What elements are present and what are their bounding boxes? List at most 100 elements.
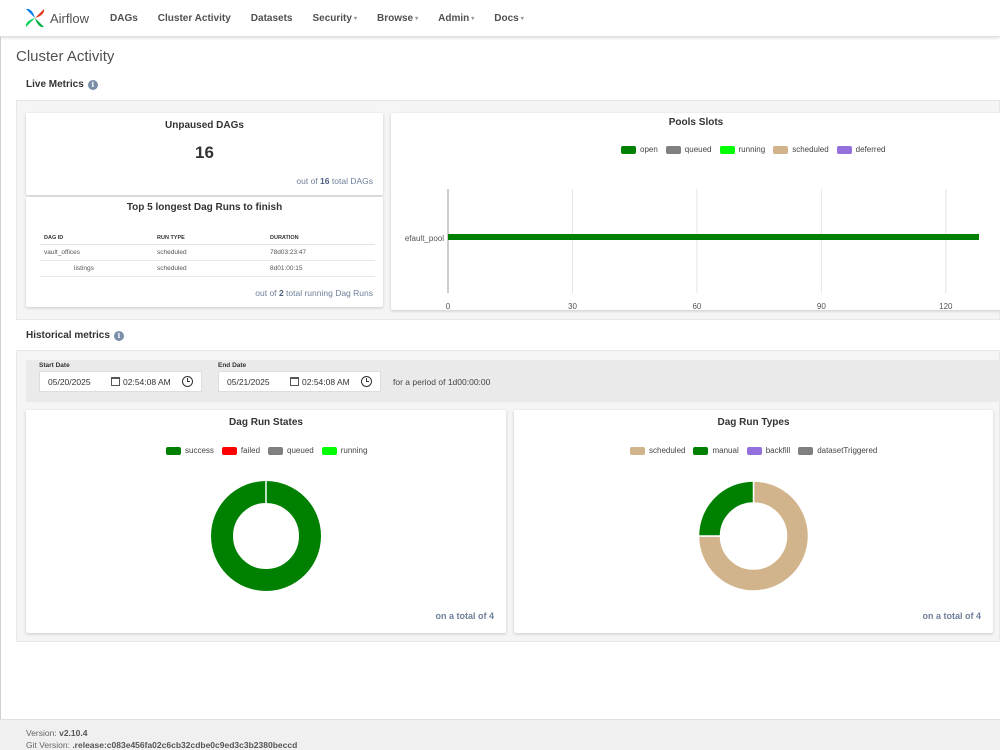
nav-item-cluster-activity[interactable]: Cluster Activity [158, 13, 231, 24]
nav-item-browse[interactable]: Browse ▾ [377, 13, 418, 24]
footer-prefix: out of [296, 176, 318, 186]
brand-name: Airflow [50, 10, 90, 26]
table-row[interactable]: vault_offices scheduled 78d03:23:47 [40, 244, 375, 261]
legend-swatch [746, 446, 762, 455]
footer-prefix: on a total of [435, 611, 487, 621]
legend-label: manual [712, 446, 739, 455]
legend-swatch [221, 446, 237, 455]
legend-item-queued[interactable]: queued [665, 145, 712, 154]
page-title: Cluster Activity [16, 48, 115, 65]
clock-icon[interactable] [182, 376, 193, 387]
total-runs-count: 4 [488, 611, 494, 621]
nav-item-security[interactable]: Security ▾ [312, 13, 356, 24]
airflow-logo-icon [25, 8, 45, 28]
historical-metrics-heading: Historical metrics i [26, 330, 124, 341]
donut-slice-success[interactable] [211, 481, 321, 591]
airflow-brand[interactable]: Airflow [24, 7, 110, 29]
dag-run-types-title: Dag Run Types [717, 417, 790, 428]
legend-item-running[interactable]: running [321, 446, 368, 455]
legend-item-queued[interactable]: queued [268, 446, 314, 455]
y-tick-label: efault_pool [405, 234, 444, 243]
dag-run-types-card: Dag Run Types scheduled manual backfill dat… [514, 410, 993, 633]
legend-label: running [340, 446, 368, 455]
legend-item-scheduled[interactable]: scheduled [773, 145, 829, 154]
x-tick-label: 60 [692, 302, 701, 309]
legend-label: deferred [855, 145, 886, 154]
info-icon[interactable]: i [87, 79, 98, 90]
chevron-down-icon: ▾ [353, 15, 357, 22]
legend-label: failed [240, 446, 261, 455]
run-type-cell: scheduled [153, 260, 266, 277]
chevron-down-icon: ▾ [520, 15, 524, 22]
donut-slice-scheduled[interactable] [697, 480, 810, 592]
start-date-input[interactable]: 05/20/2025 02:54:08 AM [39, 371, 202, 392]
calendar-icon[interactable] [111, 377, 120, 386]
footer-suffix: total running Dag Runs [286, 288, 373, 298]
top-dag-runs-title: Top 5 longest Dag Runs to finish [126, 202, 283, 213]
x-tick-label: 120 [939, 302, 953, 309]
legend-item-running[interactable]: running [719, 145, 765, 154]
legend-swatch [321, 446, 337, 455]
info-icon[interactable]: i [113, 330, 124, 341]
legend-item-success[interactable]: success [166, 446, 214, 455]
legend-item-failed[interactable]: failed [221, 446, 261, 455]
column-header-duration: DURATION [266, 232, 375, 245]
legend-swatch [836, 145, 852, 154]
legend-swatch [719, 145, 735, 154]
git-version-label: Git Version: [26, 740, 70, 750]
bar-open[interactable] [448, 234, 979, 240]
x-tick-label: 0 [446, 302, 451, 309]
nav-item-dags[interactable]: DAGs [110, 13, 138, 24]
legend-swatch [621, 145, 636, 154]
legend-label: scheduled [649, 446, 686, 455]
table-row[interactable]: listings scheduled 8d01:00:15 [40, 260, 375, 277]
end-date-group: End Date 05/21/2025 02:54:08 AM [218, 362, 381, 392]
end-date-value: 05/21/2025 [227, 376, 270, 387]
legend-swatch [798, 446, 814, 455]
dag-id-cell[interactable]: listings [40, 260, 153, 277]
git-version-line: Git Version: .release:c083e456fa02c6cb32… [26, 740, 297, 750]
nav-item-label: Admin [438, 12, 470, 24]
page-left-border [0, 37, 1, 719]
legend-label: success [185, 446, 214, 455]
git-version-value[interactable]: .release:c083e456fa02c6cb32cdbe0c9ed3c3b… [72, 740, 298, 750]
clock-icon[interactable] [361, 376, 372, 387]
running-dag-runs-footer: out of 2 total running Dag Runs [255, 288, 373, 298]
dag-run-states-footer: on a total of 4 [435, 611, 494, 621]
legend-item-backfill[interactable]: backfill [746, 446, 791, 455]
legend-item-manual[interactable]: manual [693, 446, 739, 455]
table-header-row: DAG ID RUN TYPE DURATION [40, 232, 375, 245]
duration-cell: 8d01:00:15 [266, 260, 375, 277]
nav-item-label: Security [312, 12, 352, 24]
legend-swatch [630, 446, 645, 455]
nav-item-datasets[interactable]: Datasets [251, 13, 293, 24]
legend-item-datasettriggered[interactable]: datasetTriggered [798, 446, 877, 455]
dag-run-types-donut [697, 480, 810, 592]
legend-label: backfill [765, 446, 791, 455]
legend-label: open [640, 145, 658, 154]
total-runs-count: 4 [975, 611, 981, 621]
dag-id-cell[interactable]: vault_offices [40, 244, 153, 261]
legend-swatch [665, 145, 681, 154]
start-date-value: 05/20/2025 [48, 376, 91, 387]
legend-item-deferred[interactable]: deferred [836, 145, 886, 154]
historical-metrics-panel: Start Date 05/20/2025 02:54:08 AM End Da… [16, 350, 1000, 642]
footer-prefix: out of [255, 288, 277, 298]
legend-label: queued [684, 145, 712, 154]
nav-item-admin[interactable]: Admin ▾ [438, 13, 474, 24]
top-dag-runs-table: DAG ID RUN TYPE DURATION vault_offices s… [40, 232, 375, 277]
legend-item-open[interactable]: open [621, 145, 658, 154]
legend-swatch [268, 446, 284, 455]
end-date-input[interactable]: 05/21/2025 02:54:08 AM [218, 371, 381, 392]
nav-item-docs[interactable]: Docs ▾ [494, 13, 523, 24]
top-navbar: Airflow DAGs Cluster Activity Datasets Secu… [0, 0, 1000, 37]
end-time-value: 02:54:08 AM [302, 377, 350, 387]
nav-item-label: Browse [376, 12, 414, 24]
dag-run-types-legend: scheduled manual backfill datasetTriggered [630, 446, 885, 455]
donut-slice-manual[interactable] [697, 480, 755, 537]
legend-item-scheduled[interactable]: scheduled [630, 446, 685, 455]
calendar-icon[interactable] [290, 377, 299, 386]
period-summary: for a period of 1d00:00:00 [393, 377, 490, 387]
live-metrics-title: Live Metrics [26, 79, 84, 90]
nav-item-label: Cluster Activity [157, 12, 231, 24]
